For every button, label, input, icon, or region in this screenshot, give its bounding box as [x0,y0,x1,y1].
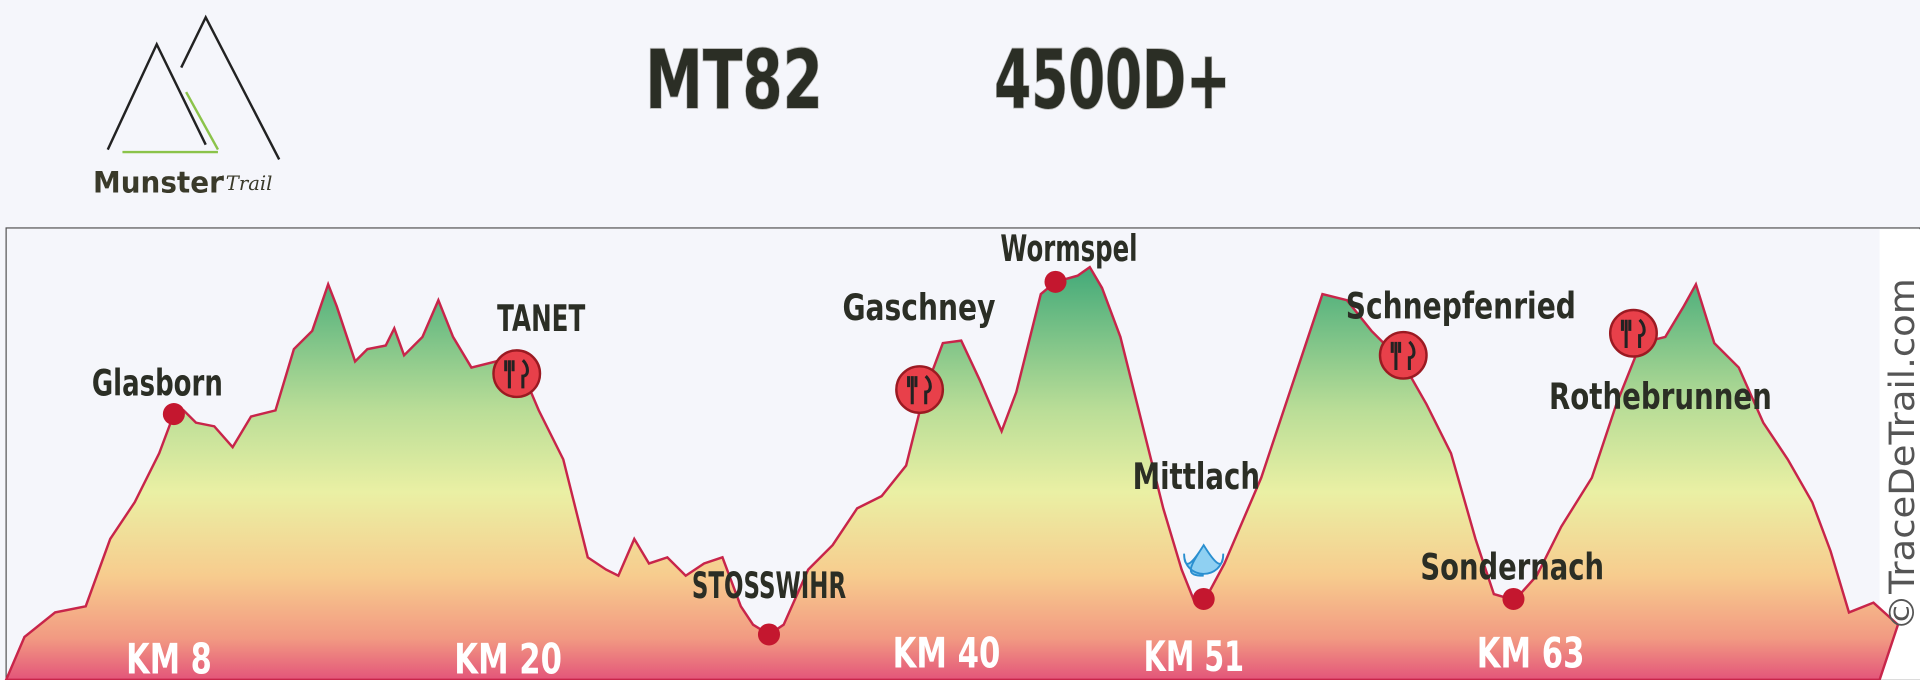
credit: ©TraceDeTrail.com [1883,278,1920,631]
waypoint-dot [757,623,780,646]
food-icon-bg [895,365,945,415]
logo-accent [185,91,220,151]
credit-strip [1879,229,1920,680]
logo-peak [106,41,207,151]
food-icon-bg [1378,330,1428,380]
place-label: Schnepfenried [1346,285,1576,328]
place-label: Wormspel [1000,227,1137,270]
food-icon [492,349,542,399]
km-marker: KM 20 [454,635,562,680]
km-marker: KM 51 [1144,632,1244,680]
food-icon [1608,308,1658,358]
aid-stations [492,308,1658,577]
place-label: Rothebrunnen [1549,375,1772,418]
waypoint-dot [1044,270,1067,293]
place-label: Mittlach [1133,455,1260,498]
waypoint-dot [162,403,185,426]
food-icon [1378,330,1428,380]
waypoints [162,270,1525,646]
elevation-gain: 4500D+ [994,34,1230,128]
logo-peak [180,14,281,160]
food-icon-glyph [907,375,932,405]
km-marker: KM 8 [126,635,212,680]
logo-name: Munster [93,165,223,199]
water-icon [1183,543,1225,577]
km-marker: KM 63 [1477,629,1585,678]
place-label: Gaschney [842,286,995,329]
food-icon [895,365,945,415]
km-marker: KM 40 [893,629,1001,678]
food-icon-glyph [1620,318,1646,348]
place-label: TANET [497,297,585,340]
waypoint-dot [1502,587,1525,610]
waypoint-dot [1192,587,1215,610]
logo: Munster 'Trail [93,14,281,199]
logo-suffix: 'Trail [220,172,272,195]
place-label: Sondernach [1420,545,1604,588]
place-label: STOSSWIHR [692,564,846,607]
food-icon-glyph [1390,340,1416,371]
race-title: MT82 [645,34,823,128]
place-label: Glasborn [92,362,223,405]
food-icon-bg [1608,308,1658,358]
food-icon-glyph [504,359,529,389]
elevation-profile [4,265,1900,680]
food-icon-bg [492,349,542,399]
